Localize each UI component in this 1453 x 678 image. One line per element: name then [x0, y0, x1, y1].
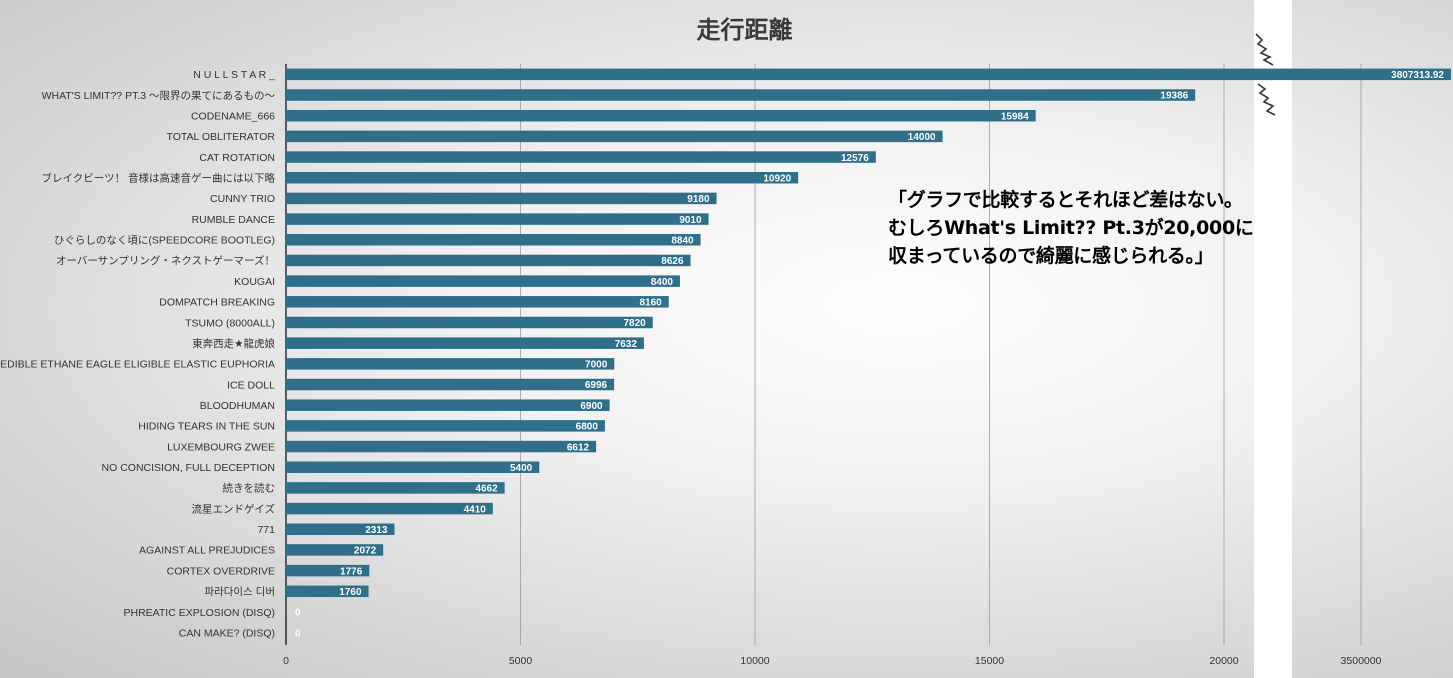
bar [286, 440, 597, 453]
data-label: 8400 [651, 277, 674, 288]
axis-break-mark [1255, 33, 1276, 116]
chart-title: 走行距離 [696, 16, 793, 44]
category-label: AGAINST ALL PREJUDICES [139, 545, 275, 557]
bar [286, 192, 717, 205]
bar [286, 254, 691, 267]
category-label: DOMPATCH BREAKING [159, 297, 275, 309]
bar [286, 68, 1451, 81]
bar [286, 523, 395, 536]
axis-break-gap [1254, 0, 1292, 678]
category-label: ひぐらしのなく頃に(SPEEDCORE BOOTLEG) [54, 235, 275, 247]
data-label: 0 [295, 628, 301, 639]
category-label: TOTAL OBLITERATOR [166, 131, 275, 143]
category-label: CODENAME_666 [191, 110, 275, 122]
category-label: NO CONCISION, FULL DECEPTION [102, 462, 275, 474]
category-label: CAN MAKE? (DISQ) [179, 627, 275, 639]
data-label: 6612 [567, 442, 590, 453]
data-label: 15984 [1001, 111, 1029, 122]
x-tick-label: 15000 [975, 655, 1004, 667]
data-label: 8160 [639, 298, 662, 309]
data-label: 12576 [841, 153, 869, 164]
data-label: 8626 [661, 256, 684, 267]
data-label: 5400 [510, 463, 533, 474]
category-label: CUNNY TRIO [210, 193, 275, 205]
bar [286, 89, 1196, 101]
x-tick-label: 5000 [509, 655, 533, 667]
data-label: 6996 [585, 380, 608, 391]
bar [286, 275, 680, 287]
data-label: 7820 [624, 318, 647, 329]
x-tick-label: 10000 [740, 655, 769, 667]
data-label: 4662 [475, 484, 498, 495]
category-label: オーバーサンプリング・ネクストゲーマーズ！ [56, 254, 275, 267]
annotation-text: 「グラフで比較するとそれほど差はない。 むしろWhat's Limit?? Pt… [888, 189, 1254, 267]
bar [286, 378, 615, 391]
data-label: 6900 [580, 401, 603, 412]
data-label: 1760 [339, 587, 362, 598]
bar [286, 544, 384, 556]
data-label: 8840 [671, 235, 694, 246]
data-label: 2072 [354, 546, 377, 557]
category-label: ICE DOLL [227, 379, 275, 391]
category-label: HIDING TEARS IN THE SUN [138, 421, 275, 433]
bar [286, 585, 369, 598]
bar [286, 296, 669, 308]
data-label: 7632 [615, 339, 638, 350]
bar [286, 234, 701, 246]
data-label: 9180 [687, 194, 710, 205]
category-label: LUXEMBOURG ZWEE [167, 441, 275, 453]
category-label: 771 [257, 524, 275, 536]
bar [286, 316, 653, 329]
category-label: KOUGAI [234, 276, 275, 288]
bar [286, 482, 505, 494]
category-label: RUMBLE DANCE [192, 214, 275, 226]
bar [286, 151, 876, 163]
bar [286, 171, 799, 184]
data-label: 0 [295, 608, 301, 619]
category-label: BLOODHUMAN [200, 400, 275, 412]
data-label: 19386 [1160, 91, 1188, 102]
data-label: 7000 [585, 360, 608, 371]
bar [286, 461, 540, 473]
bar [286, 109, 1036, 122]
bar [286, 130, 943, 143]
bar [286, 358, 615, 370]
category-label: 東奔西走★龍虎娘 [192, 337, 275, 350]
bar [286, 502, 493, 515]
category-label: CAT ROTATION [199, 152, 275, 164]
category-label: CORTEX OVERDRIVE [167, 565, 275, 577]
x-tick-label: 0 [283, 655, 289, 667]
bar [286, 564, 370, 577]
data-label: 2313 [365, 525, 388, 536]
x-tick-label: 3500000 [1341, 655, 1382, 667]
category-label: TSUMO (8000ALL) [185, 317, 275, 329]
x-tick-label: 20000 [1209, 655, 1238, 667]
category-label: WHAT'S LIMIT?? PT.3 〜限界の果てにあるもの〜 [42, 90, 276, 102]
category-label: 続きを読む [223, 482, 276, 495]
data-label: 10920 [763, 173, 791, 184]
bar [286, 420, 605, 432]
data-label: 3807313.92 [1391, 70, 1444, 81]
category-label: 파라다이스 디버 [204, 586, 275, 598]
data-label: 6800 [576, 422, 599, 433]
bar [286, 399, 610, 411]
category-label: EDIBLE ETHANE EAGLE ELIGIBLE ELASTIC EUP… [0, 359, 275, 371]
category-label: PHREATIC EXPLOSION (DISQ) [124, 607, 276, 619]
bar [286, 213, 709, 225]
category-label: 流星エンドゲイズ [192, 502, 275, 515]
data-label: 1776 [340, 566, 363, 577]
bar [286, 337, 644, 349]
data-label: 4410 [464, 504, 487, 515]
data-label: 9010 [679, 215, 702, 226]
data-label: 14000 [908, 132, 936, 143]
category-label: ブレイクビーツ！ 音様は高速音ゲー曲には以下略 [42, 172, 276, 185]
category-label: N U L L S T A R _ [193, 69, 275, 81]
